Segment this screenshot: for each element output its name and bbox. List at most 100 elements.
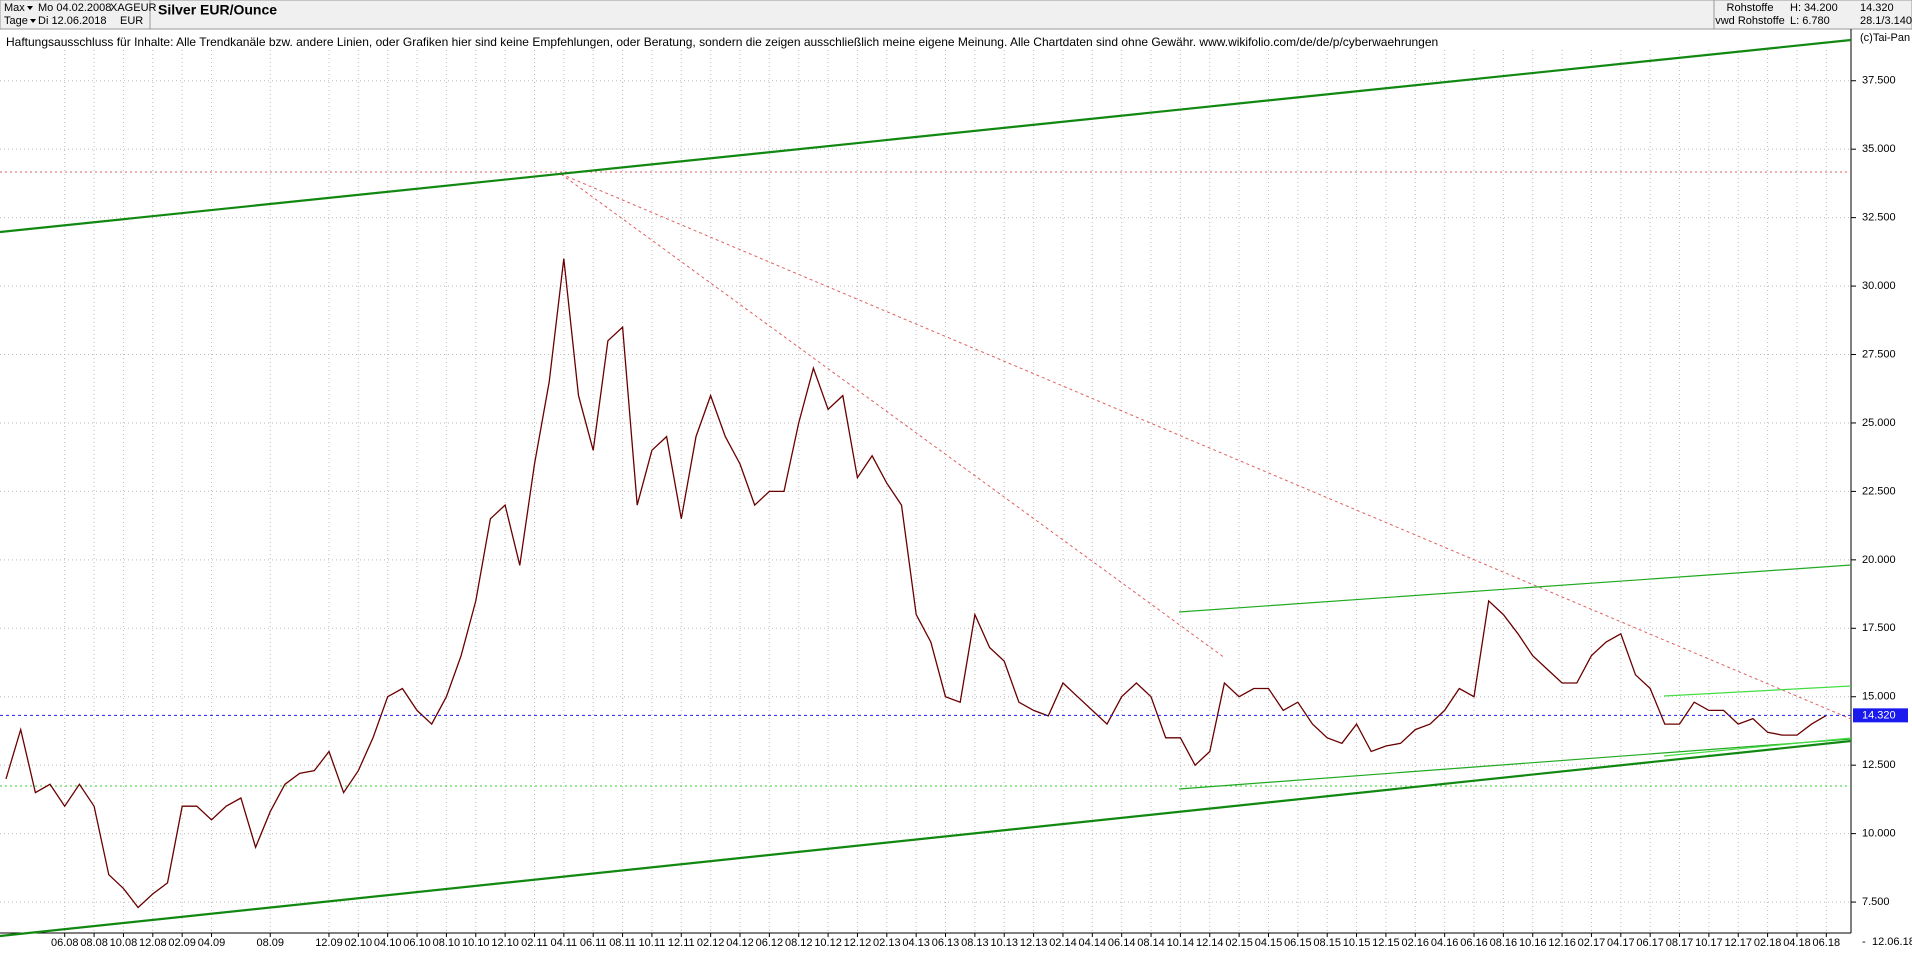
range[interactable]: Max <box>4 2 25 14</box>
grid <box>0 50 1851 933</box>
x-tick-label: 04.11 <box>550 937 577 949</box>
y-tick-label: 22.500 <box>1862 485 1896 497</box>
trend-line <box>560 173 1226 659</box>
x-tick-label: 08.15 <box>1313 937 1341 949</box>
last: 14.320 <box>1860 2 1894 14</box>
x-tick-label: 02.09 <box>168 937 196 949</box>
x-tick-label: 08.09 <box>256 937 284 949</box>
y-tick-label: 25.000 <box>1862 417 1896 429</box>
x-tick-label: 04.13 <box>902 937 930 949</box>
x-tick-label: 02.18 <box>1754 937 1782 949</box>
x-tick-label: 04.17 <box>1607 937 1635 949</box>
end-date: Di 12.06.2018 <box>38 15 107 27</box>
date-label: 12.06.18 <box>1872 936 1912 948</box>
x-tick-label: 04.16 <box>1431 937 1459 949</box>
x-tick-label: 12.13 <box>1020 937 1048 949</box>
symbol: XAGEUR <box>110 2 157 14</box>
y-tick-label: 27.500 <box>1862 348 1896 360</box>
x-tick-label: 02.16 <box>1402 937 1430 949</box>
x-tick-label: 08.16 <box>1490 937 1518 949</box>
channel-line <box>0 739 1852 938</box>
x-tick-label: 06.16 <box>1460 937 1488 949</box>
x-tick-label: 06.11 <box>580 937 607 949</box>
x-tick-label: 08.11 <box>609 937 636 949</box>
x-tick-label: 02.13 <box>873 937 901 949</box>
x-tick-label: 06.12 <box>756 937 784 949</box>
period[interactable]: Tage <box>4 15 28 27</box>
x-tick-label: 02.14 <box>1049 937 1077 949</box>
x-tick-label: 02.10 <box>345 937 373 949</box>
y-tick-label: 37.500 <box>1862 75 1896 87</box>
x-tick-label: 12.17 <box>1724 937 1752 949</box>
dash: - <box>1862 936 1866 948</box>
x-tick-label: 10.11 <box>639 937 666 949</box>
x-tick-label: 02.17 <box>1578 937 1606 949</box>
low: L: 6.780 <box>1790 15 1830 27</box>
high: H: 34.200 <box>1790 2 1838 14</box>
x-tick-label: 12.12 <box>844 937 872 949</box>
start-date: Mo 04.02.2008 <box>38 2 111 14</box>
dropdown-arrow[interactable] <box>30 19 36 23</box>
x-tick-label: 08.14 <box>1137 937 1165 949</box>
x-tick-label: 10.17 <box>1695 937 1723 949</box>
y-tick-label: 32.500 <box>1862 212 1896 224</box>
x-tick-label: 06.13 <box>932 937 960 949</box>
y-tick-label: 15.000 <box>1862 691 1896 703</box>
x-tick-label: 08.12 <box>785 937 813 949</box>
y-tick-label: 10.000 <box>1862 828 1896 840</box>
y-tick-label: 20.000 <box>1862 554 1896 566</box>
currency: EUR <box>120 15 143 27</box>
channel-line <box>1178 738 1852 790</box>
x-tick-label: 12.16 <box>1548 937 1576 949</box>
x-tick-label: 06.17 <box>1636 937 1664 949</box>
x-tick-label: 04.18 <box>1783 937 1811 949</box>
x-tick-label: 12.10 <box>491 937 519 949</box>
x-tick-label: 12.11 <box>668 937 695 949</box>
x-tick-label: 08.08 <box>80 937 108 949</box>
x-tick-label: 04.09 <box>198 937 226 949</box>
x-tick-label: 04.12 <box>726 937 754 949</box>
y-tick-label: 35.000 <box>1862 143 1896 155</box>
scale: 28.1/3.140 <box>1860 15 1912 27</box>
x-tick-label: 12.15 <box>1372 937 1400 949</box>
x-tick-label: 12.08 <box>139 937 167 949</box>
y-tick-label: 7.500 <box>1862 896 1890 908</box>
x-tick-label: 08.10 <box>433 937 461 949</box>
copyright: (c)Tai-Pan <box>1860 32 1910 44</box>
x-tick-label: 12.14 <box>1196 937 1224 949</box>
x-tick-label: 04.10 <box>374 937 402 949</box>
source: vwd Rohstoffe <box>1715 15 1785 27</box>
x-tick-label: 04.14 <box>1079 937 1107 949</box>
x-tick-label: 10.12 <box>814 937 842 949</box>
chart-title: Silver EUR/Ounce <box>158 2 277 18</box>
x-tick-label: 10.15 <box>1343 937 1371 949</box>
x-tick-label: 06.08 <box>51 937 79 949</box>
y-tick-label: 17.500 <box>1862 622 1896 634</box>
x-tick-label: 10.14 <box>1167 937 1195 949</box>
price-line <box>5 258 1827 909</box>
x-tick-label: 06.14 <box>1108 937 1136 949</box>
header <box>0 0 1912 30</box>
channel-line <box>0 38 1852 234</box>
disclaimer: Haftungsausschluss für Inhalte: Alle Tre… <box>6 35 1438 49</box>
x-tick-label: 10.10 <box>462 937 490 949</box>
x-tick-label: 06.10 <box>403 937 431 949</box>
dropdown-arrow[interactable] <box>27 6 33 10</box>
channel-line <box>1178 564 1852 613</box>
x-tick-label: 10.08 <box>110 937 138 949</box>
x-tick-label: 10.13 <box>990 937 1018 949</box>
y-tick-label: 12.500 <box>1862 759 1896 771</box>
x-tick-label: 02.15 <box>1225 937 1253 949</box>
y-tick-label: 30.000 <box>1862 280 1896 292</box>
last-price-box <box>1853 708 1908 723</box>
channel-line <box>1663 737 1852 757</box>
x-tick-label: 12.09 <box>315 937 343 949</box>
last-price-label: 14.320 <box>1862 709 1896 721</box>
x-tick-label: 08.17 <box>1666 937 1694 949</box>
x-tick-label: 02.12 <box>697 937 725 949</box>
x-tick-label: 06.15 <box>1284 937 1312 949</box>
x-tick-label: 02.11 <box>521 937 548 949</box>
